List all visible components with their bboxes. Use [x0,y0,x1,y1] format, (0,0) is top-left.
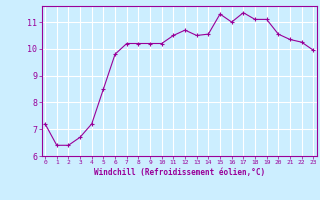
X-axis label: Windchill (Refroidissement éolien,°C): Windchill (Refroidissement éolien,°C) [94,168,265,177]
